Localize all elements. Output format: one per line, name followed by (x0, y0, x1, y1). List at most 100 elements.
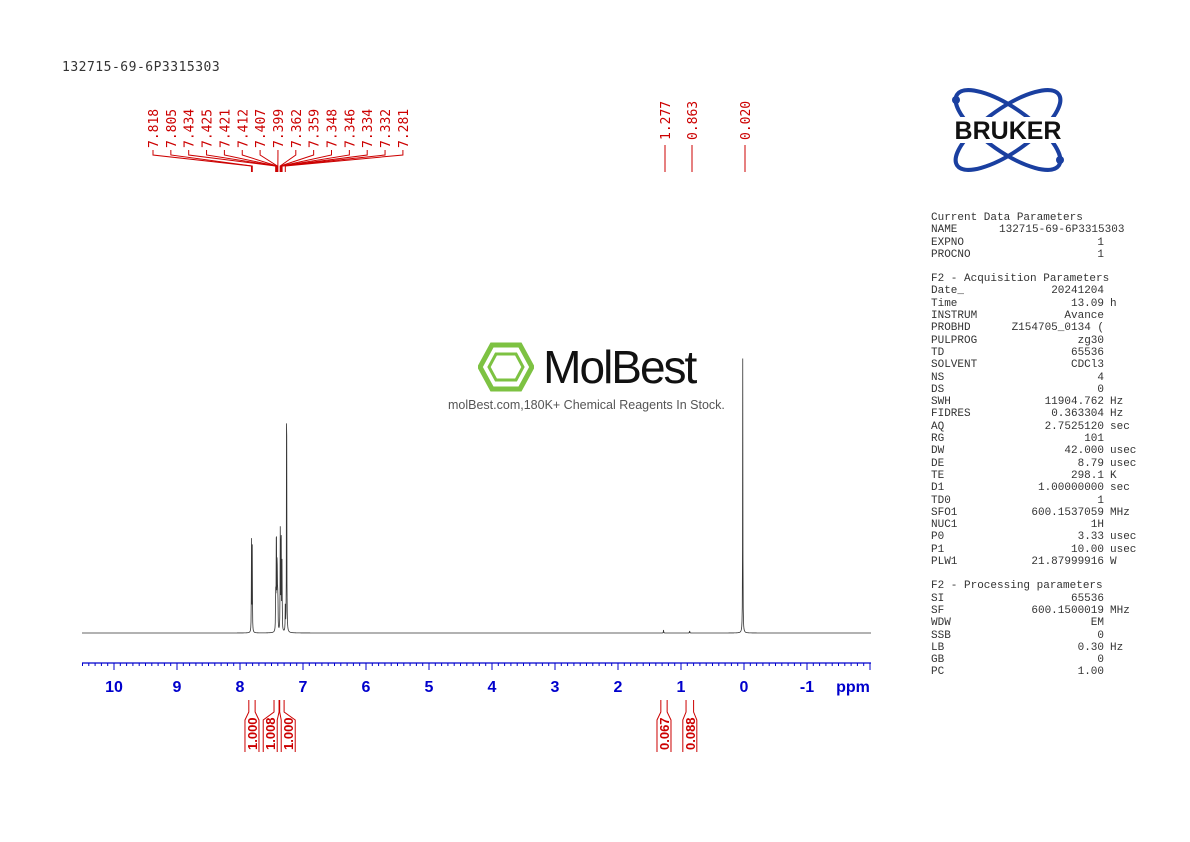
param-section: F2 - Acquisition Parameters Date_ 20241204… (931, 273, 1136, 568)
param-key: TD0 (931, 494, 951, 507)
param-key: GB (931, 654, 945, 667)
peak-label: 7.412 (236, 109, 251, 148)
peak-label: 7.348 (326, 109, 341, 148)
param-key: TE (931, 469, 945, 482)
param-value: 0 (1097, 629, 1104, 642)
param-value: 1 (1097, 236, 1104, 249)
param-row: NUC1 1H (931, 519, 1136, 531)
param-unit: h (1110, 297, 1117, 310)
param-unit: K (1110, 469, 1117, 482)
param-value: 101 (1084, 433, 1104, 446)
param-value: 21.87999916 (1031, 556, 1104, 569)
param-row: WDW EM (931, 617, 1136, 629)
param-unit: usec (1110, 457, 1137, 470)
peak-label: 7.407 (254, 109, 269, 148)
param-row: RG 101 (931, 433, 1136, 445)
param-section: F2 - Processing parameters SI 65536 SF 600.1… (931, 580, 1136, 678)
param-value: 1H (1090, 519, 1104, 532)
param-value: 1.00000000 (1037, 482, 1104, 495)
peak-connector (279, 150, 315, 172)
peak-connector (188, 150, 277, 172)
param-row: P1 10.00 usec (931, 544, 1136, 556)
param-key: P0 (931, 531, 945, 544)
watermark: MolBest molBest.com,180K+ Chemical Reage… (448, 340, 725, 412)
x-tick-label: 7 (299, 679, 308, 696)
param-unit: Hz (1110, 396, 1124, 409)
param-unit: Hz (1110, 641, 1124, 654)
param-row: SFO1 600.1537059 MHz (931, 507, 1136, 519)
param-value: 132715-69-6P3315303 (999, 224, 1125, 237)
param-key: DS (931, 383, 945, 396)
peak-connector (280, 150, 350, 172)
x-tick-label: 5 (425, 679, 434, 696)
param-key: FIDRES (931, 408, 971, 421)
param-key: PULPROG (931, 334, 978, 347)
param-row: PLW1 21.87999916 W (931, 556, 1136, 568)
orbit-dot (1056, 156, 1064, 164)
param-value: zg30 (1077, 334, 1104, 347)
param-row: AQ 2.7525120 sec (931, 421, 1136, 433)
param-key: SWH (931, 396, 951, 409)
param-row: PROCNO 1 (931, 249, 1136, 261)
param-key: INSTRUM (931, 310, 978, 323)
integral-bracket (279, 700, 296, 752)
param-value: 10.00 (1070, 543, 1104, 556)
integral-value: 1.000 (281, 717, 296, 750)
param-key: AQ (931, 420, 945, 433)
param-row: P0 3.33 usec (931, 531, 1136, 543)
integral-value: 0.067 (657, 717, 672, 750)
param-key: PROCNO (931, 248, 971, 261)
param-unit: W (1110, 556, 1117, 569)
param-value: 20241204 (1051, 285, 1104, 298)
param-key: DW (931, 445, 945, 458)
integral-bracket (244, 700, 260, 752)
peak-label: 0.020 (739, 101, 754, 140)
param-row: LB 0.30 Hz (931, 642, 1136, 654)
param-unit: MHz (1110, 604, 1130, 617)
peak-label: 7.805 (165, 109, 180, 148)
param-row: EXPNO 1 (931, 237, 1136, 249)
param-heading: F2 - Processing parameters (931, 580, 1103, 593)
orbit-shape (953, 88, 1063, 172)
param-row: DS 0 (931, 384, 1136, 396)
peak-label: 7.334 (361, 109, 376, 148)
param-unit: usec (1110, 543, 1137, 556)
param-key: SFO1 (931, 506, 958, 519)
param-key: DE (931, 457, 945, 470)
param-value: 11904.762 (1044, 396, 1104, 409)
logo-text: BRUKER (955, 117, 1062, 145)
peak-label: 7.346 (343, 109, 358, 148)
x-tick-label: 4 (488, 679, 497, 696)
peak-label: 7.425 (201, 109, 216, 148)
peak-label: 7.281 (397, 109, 412, 148)
param-row: TD0 1 (931, 495, 1136, 507)
peak-label: 0.863 (686, 101, 701, 140)
peak-connector (281, 150, 386, 172)
param-key: PROBHD (931, 322, 971, 335)
param-row: Date_ 20241204 (931, 285, 1136, 297)
param-key: NS (931, 371, 945, 384)
watermark-tagline: molBest.com,180K+ Chemical Reagents In S… (448, 398, 725, 412)
param-key: SF (931, 604, 945, 617)
param-unit: sec (1110, 482, 1130, 495)
param-value: 4 (1097, 371, 1104, 384)
x-tick-label: 0 (740, 679, 749, 696)
peak-label: 1.277 (659, 101, 674, 140)
benzene-icon (476, 342, 535, 392)
param-value: 3.33 (1077, 531, 1104, 544)
peak-connector (170, 150, 253, 172)
param-row: PC 1.00 (931, 666, 1136, 678)
param-heading: Current Data Parameters (931, 212, 1083, 224)
integral-bracket (656, 700, 672, 752)
param-key: P1 (931, 543, 945, 556)
peak-connector (259, 150, 278, 172)
sample-title: 132715-69-6P3315303 (62, 60, 221, 75)
param-value: CDCl3 (1070, 359, 1104, 372)
param-row: Time 13.09 h (931, 298, 1136, 310)
orbit-dot (952, 96, 960, 104)
peak-label: 7.332 (379, 109, 394, 148)
peak-label: 7.399 (272, 109, 287, 148)
param-key: D1 (931, 482, 945, 495)
